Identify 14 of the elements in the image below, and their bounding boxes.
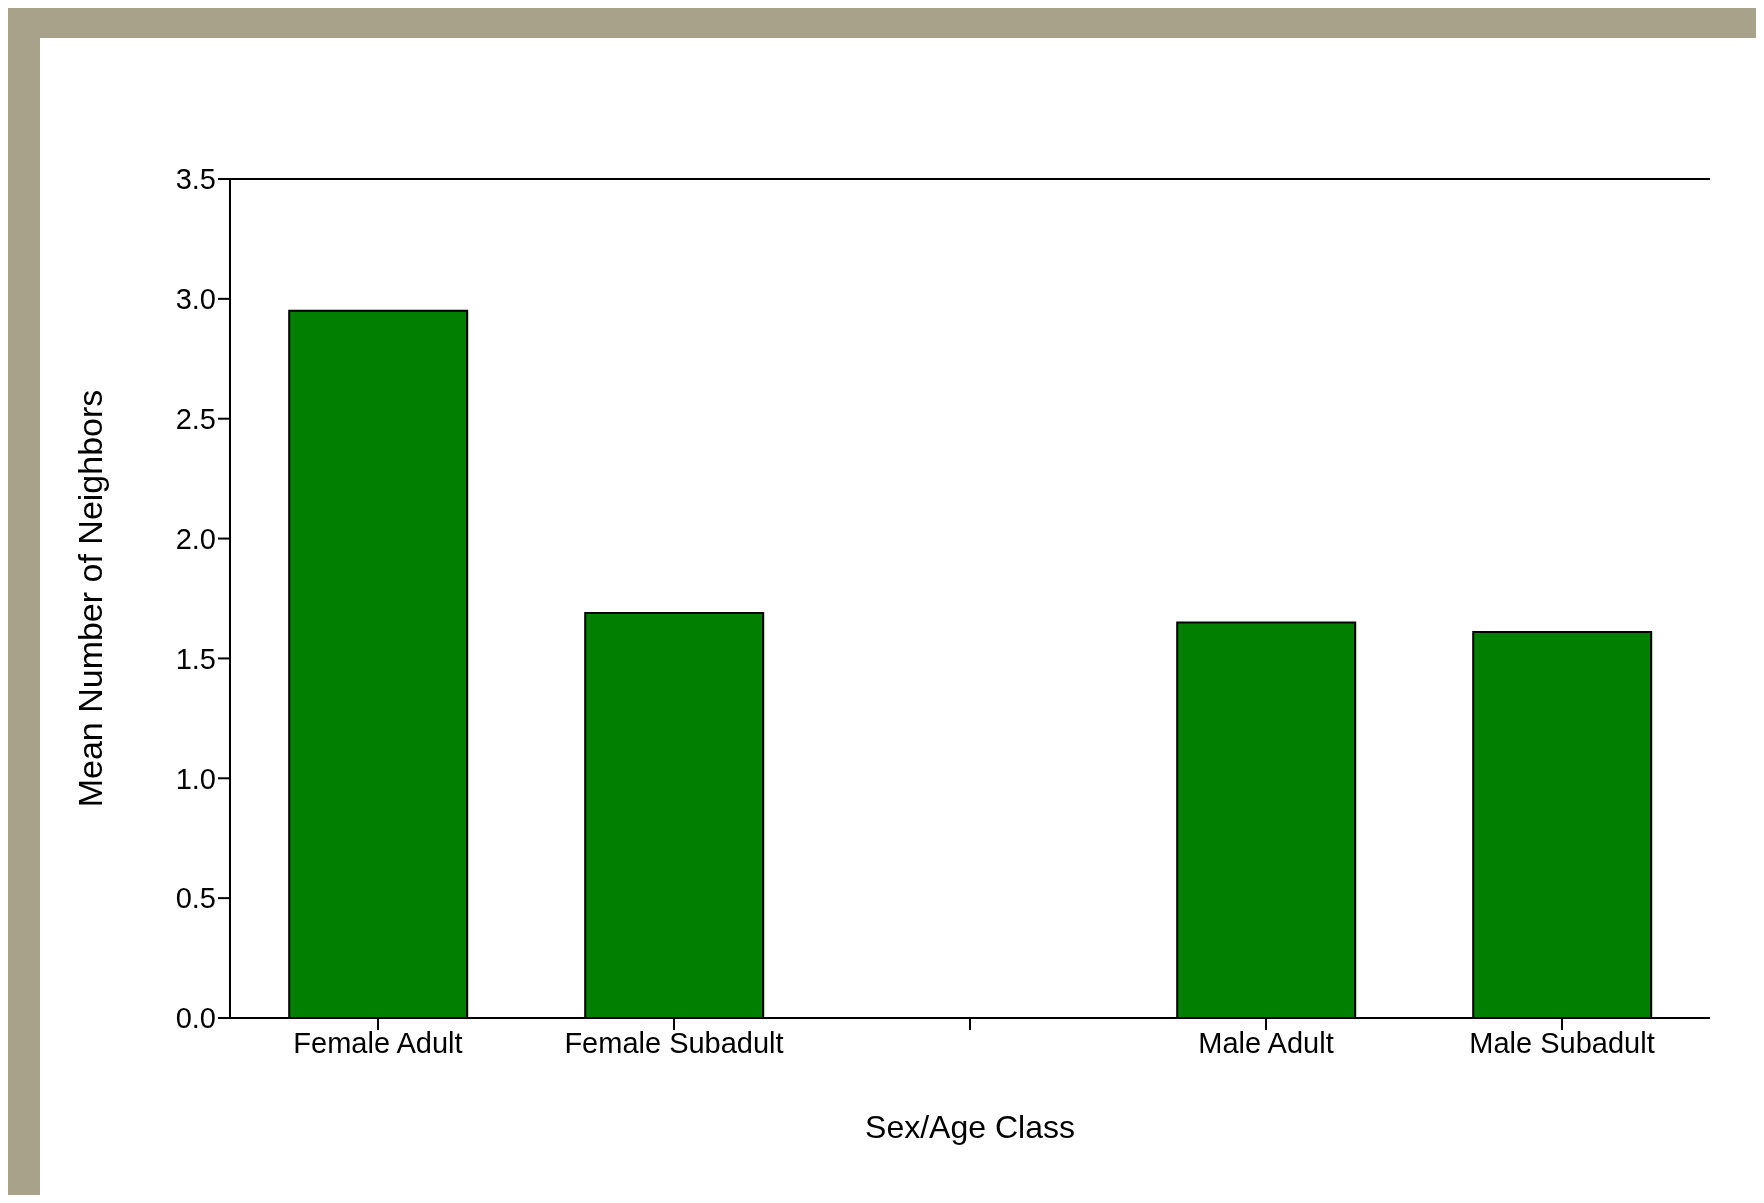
- y-axis-title: Mean Number of Neighbors: [71, 389, 110, 808]
- y-tick-label: 0.0: [175, 1002, 216, 1035]
- y-tick-label: 1.5: [175, 642, 216, 675]
- y-tick-label: 0.5: [175, 882, 216, 915]
- x-tick-label: Female Subadult: [564, 1026, 784, 1059]
- x-tick-label: Male Subadult: [1469, 1026, 1655, 1059]
- x-tick-label: Male Adult: [1198, 1026, 1334, 1059]
- y-tick-label: 3.5: [175, 163, 216, 196]
- y-tick-label: 3.0: [175, 283, 216, 316]
- y-tick-label: 2.0: [175, 522, 216, 555]
- y-tick-label: 2.5: [175, 403, 216, 436]
- y-tick-label: 1.0: [175, 762, 216, 795]
- x-tick-label: Female Adult: [293, 1026, 463, 1059]
- x-axis-title: Sex/Age Class: [865, 1109, 1075, 1145]
